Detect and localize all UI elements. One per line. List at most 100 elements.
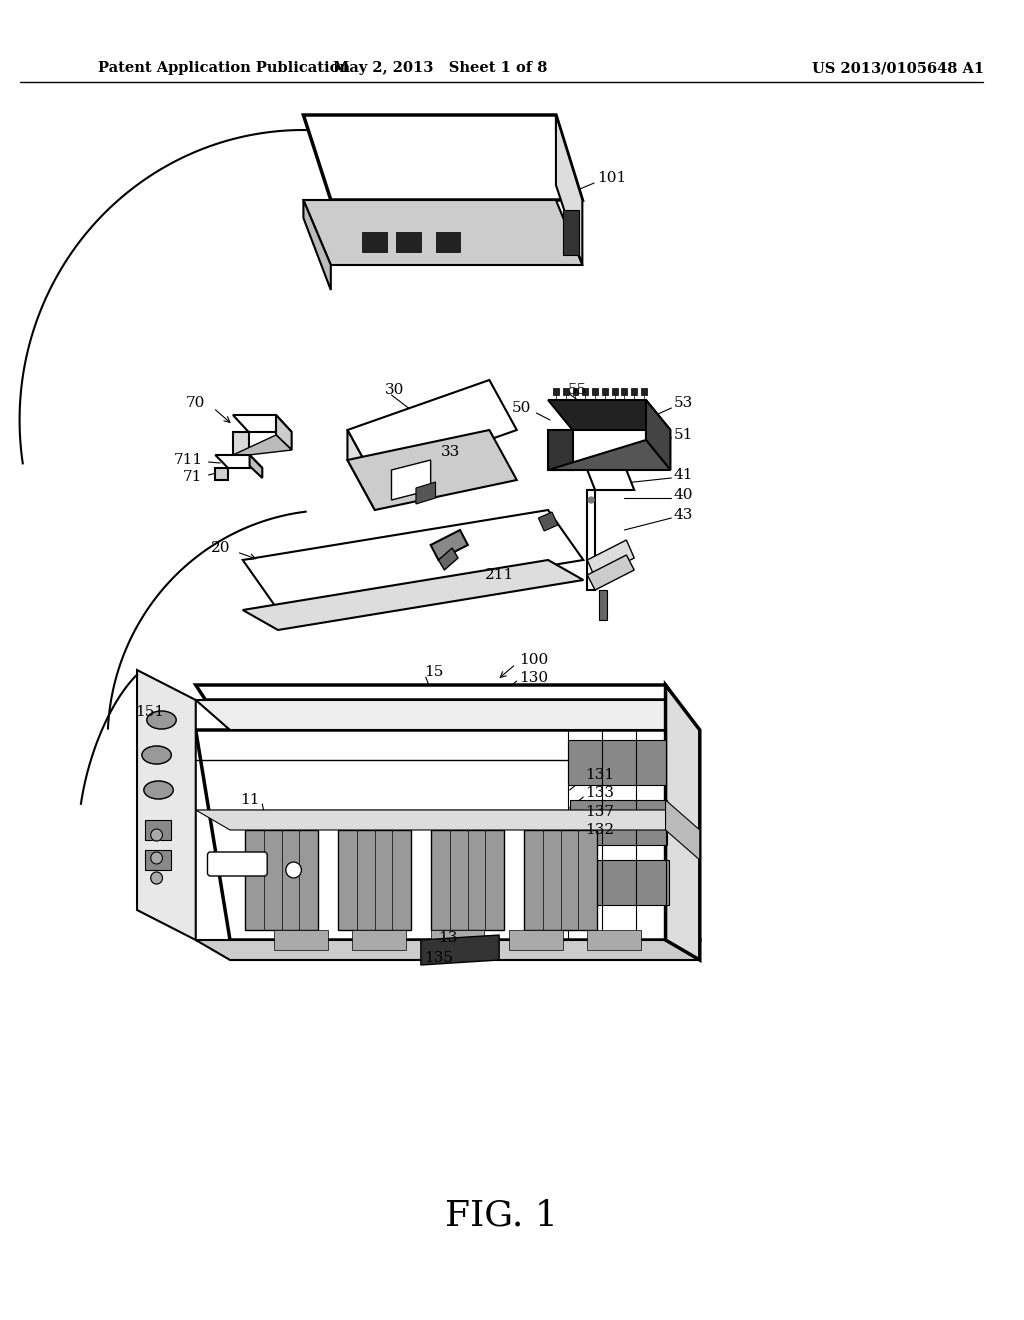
Circle shape — [151, 873, 163, 884]
Polygon shape — [431, 931, 484, 950]
Polygon shape — [137, 671, 196, 940]
Text: 51: 51 — [674, 428, 693, 442]
Text: 711: 711 — [173, 453, 203, 467]
Circle shape — [151, 829, 163, 841]
Text: 211: 211 — [484, 568, 514, 582]
Polygon shape — [646, 400, 671, 470]
Polygon shape — [548, 430, 572, 470]
Polygon shape — [250, 455, 262, 478]
Text: Patent Application Publication: Patent Application Publication — [98, 61, 350, 75]
Polygon shape — [215, 469, 228, 480]
Text: 11: 11 — [240, 793, 259, 807]
Polygon shape — [611, 388, 617, 395]
Polygon shape — [347, 380, 517, 480]
Text: 43: 43 — [674, 508, 693, 521]
Polygon shape — [556, 115, 583, 265]
Text: 101: 101 — [597, 172, 627, 185]
Polygon shape — [631, 388, 637, 395]
Polygon shape — [571, 861, 670, 906]
Text: 70: 70 — [186, 396, 206, 411]
Polygon shape — [553, 388, 559, 395]
Polygon shape — [232, 432, 249, 455]
Polygon shape — [144, 820, 171, 840]
Text: May 2, 2013   Sheet 1 of 8: May 2, 2013 Sheet 1 of 8 — [333, 61, 548, 75]
Ellipse shape — [142, 746, 171, 764]
Text: 50: 50 — [512, 401, 531, 414]
Polygon shape — [587, 540, 634, 578]
Polygon shape — [232, 414, 292, 432]
Polygon shape — [215, 455, 262, 469]
Polygon shape — [338, 830, 411, 931]
Polygon shape — [622, 388, 628, 395]
Polygon shape — [569, 800, 668, 845]
Polygon shape — [245, 830, 318, 931]
Ellipse shape — [144, 781, 173, 799]
Polygon shape — [587, 470, 634, 490]
Polygon shape — [435, 232, 460, 252]
Text: 133: 133 — [586, 785, 614, 800]
Text: 131: 131 — [586, 768, 614, 781]
Polygon shape — [196, 810, 699, 830]
Text: 132: 132 — [586, 822, 614, 837]
Polygon shape — [303, 201, 331, 290]
Polygon shape — [587, 931, 641, 950]
Text: 71: 71 — [183, 470, 203, 484]
Polygon shape — [421, 935, 499, 965]
Text: 53: 53 — [674, 396, 692, 411]
Polygon shape — [243, 510, 584, 610]
Text: 13: 13 — [438, 931, 458, 945]
Text: 135: 135 — [424, 950, 453, 965]
Polygon shape — [539, 512, 558, 531]
Polygon shape — [276, 414, 292, 450]
Text: US 2013/0105648 A1: US 2013/0105648 A1 — [812, 61, 984, 75]
Circle shape — [588, 498, 594, 503]
Polygon shape — [567, 741, 666, 785]
Polygon shape — [602, 388, 608, 395]
Polygon shape — [548, 440, 671, 470]
Polygon shape — [599, 590, 607, 620]
Polygon shape — [592, 388, 598, 395]
Polygon shape — [396, 232, 421, 252]
Text: 137: 137 — [586, 805, 614, 818]
Polygon shape — [563, 388, 568, 395]
Polygon shape — [509, 931, 563, 950]
FancyBboxPatch shape — [208, 851, 267, 876]
Text: 15: 15 — [424, 665, 443, 678]
Text: 100: 100 — [519, 653, 548, 667]
Polygon shape — [347, 430, 517, 510]
Polygon shape — [347, 430, 375, 510]
Polygon shape — [587, 490, 595, 590]
Polygon shape — [666, 685, 699, 960]
Polygon shape — [548, 400, 671, 430]
Polygon shape — [523, 830, 597, 931]
Polygon shape — [583, 388, 588, 395]
Polygon shape — [303, 201, 583, 265]
Polygon shape — [274, 931, 328, 950]
Polygon shape — [431, 830, 504, 931]
Text: 151: 151 — [135, 705, 165, 719]
Text: 33: 33 — [440, 445, 460, 459]
Text: FIG. 1: FIG. 1 — [444, 1199, 557, 1232]
Polygon shape — [431, 531, 468, 560]
Polygon shape — [362, 232, 387, 252]
Circle shape — [286, 862, 301, 878]
Text: 40: 40 — [674, 488, 693, 502]
Text: 20: 20 — [211, 541, 230, 554]
Polygon shape — [144, 850, 171, 870]
Text: 41: 41 — [674, 469, 693, 482]
Text: 55: 55 — [567, 383, 587, 397]
Polygon shape — [416, 482, 435, 504]
Polygon shape — [563, 210, 580, 255]
Ellipse shape — [146, 711, 176, 729]
Polygon shape — [438, 548, 458, 570]
Polygon shape — [641, 388, 647, 395]
Polygon shape — [572, 388, 579, 395]
Polygon shape — [196, 685, 675, 700]
Polygon shape — [587, 554, 634, 590]
Polygon shape — [243, 560, 584, 630]
Polygon shape — [666, 800, 699, 861]
Polygon shape — [391, 459, 431, 500]
Text: 130: 130 — [519, 671, 548, 685]
Polygon shape — [196, 730, 699, 940]
Polygon shape — [352, 931, 407, 950]
